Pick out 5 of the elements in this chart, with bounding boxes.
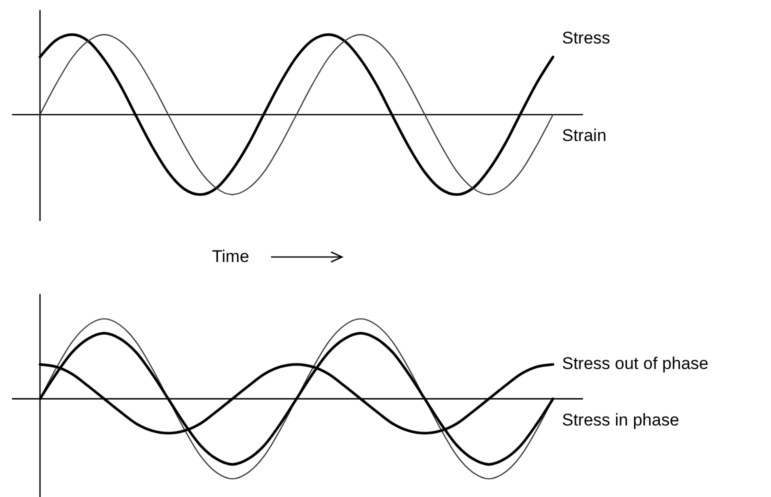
series-label: Stress in phase xyxy=(562,410,680,430)
series-label: Stress out of phase xyxy=(562,354,708,373)
series-label: Strain xyxy=(562,126,606,146)
series-label: Stress xyxy=(562,28,610,48)
x-axis-title: Time xyxy=(212,247,250,266)
